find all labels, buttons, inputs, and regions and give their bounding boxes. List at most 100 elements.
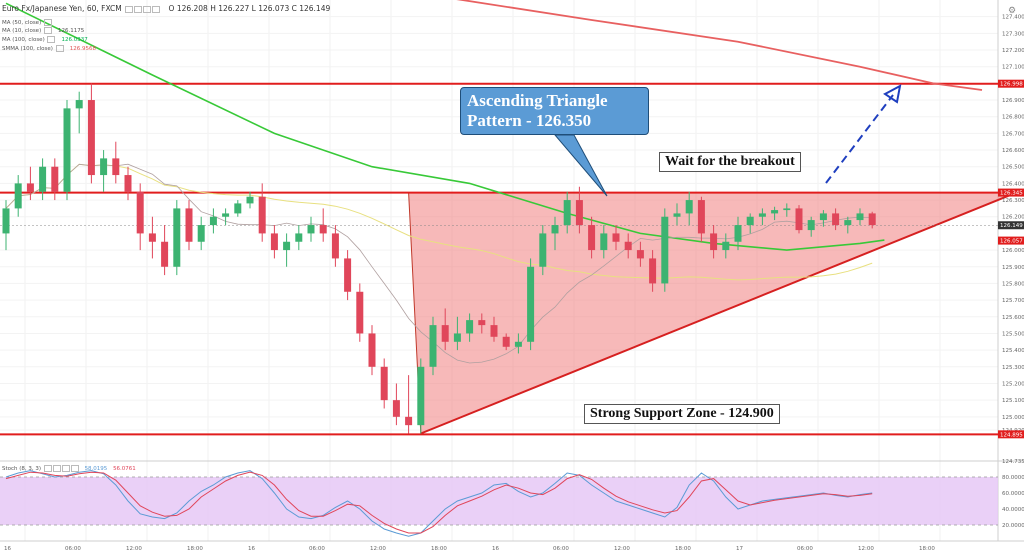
y-tick-label: 125.300 [1002, 365, 1024, 371]
candle-body [173, 208, 181, 267]
wait-breakout-label: Wait for the breakout [659, 152, 801, 172]
price-tag-label: 124.895 [1000, 432, 1023, 438]
candle-body [270, 233, 278, 251]
candle-body [502, 336, 510, 347]
candle [417, 358, 425, 434]
candle-body [832, 213, 840, 226]
candle-body [429, 325, 437, 367]
candle-body [197, 225, 205, 242]
candle [710, 225, 718, 259]
candle [453, 316, 461, 351]
candle-body [783, 208, 791, 211]
y-tick-label: 125.100 [1002, 398, 1024, 404]
candle [636, 241, 644, 267]
candle-body [771, 210, 779, 214]
candle-body [283, 241, 291, 251]
candle-body [588, 225, 596, 251]
triangle-callout: Ascending Triangle Pattern - 126.350 [460, 87, 649, 135]
candle [283, 233, 291, 267]
legend-ma100[interactable]: MA (100, close) 126.0337 [2, 36, 88, 43]
candle-body [661, 216, 669, 284]
candle-body [746, 216, 754, 226]
y-tick-label: 125.400 [1002, 348, 1024, 354]
candle [539, 225, 547, 276]
x-tick-label: 17 [736, 546, 743, 552]
candle-body [868, 213, 876, 226]
candle [783, 203, 791, 217]
rising-trendline [420, 191, 1017, 435]
candle-body [722, 241, 730, 251]
support-zone-label: Strong Support Zone - 124.900 [584, 404, 780, 424]
x-tick-label: 16 [248, 546, 255, 552]
candle [295, 225, 303, 251]
header-button[interactable] [143, 5, 152, 13]
candle [490, 316, 498, 342]
y-tick-label: 127.100 [1002, 65, 1024, 71]
stoch-header: Stoch (8, 3, 3) 58.0195 56.0761 [2, 465, 136, 472]
x-tick-label: 12:00 [614, 546, 630, 552]
candle-body [344, 258, 352, 292]
symbol-title: Euro Fx/Japanese Yen, 60, FXCM [2, 4, 122, 13]
candle [209, 208, 217, 234]
y-tick-label: 126.600 [1002, 148, 1024, 154]
x-tick-label: 18:00 [919, 546, 935, 552]
stoch-d-value: 56.0761 [113, 466, 136, 472]
breakout-arrow-head [883, 84, 902, 104]
candle [2, 200, 10, 251]
candle [563, 191, 571, 234]
candle-body [758, 213, 766, 217]
candle-body [124, 175, 132, 192]
candle-body [319, 225, 327, 234]
candle [588, 216, 596, 259]
y-tick-label: 126.000 [1002, 248, 1024, 254]
candle-body [441, 325, 449, 342]
candle [466, 313, 474, 342]
candle [612, 225, 620, 251]
candle [673, 203, 681, 226]
axes: 127.400 127.300 127.200 127.100 126.900 126.8… [4, 15, 1024, 552]
price-tag-label: 126.149 [1000, 223, 1023, 229]
stoch-d-line [5, 471, 873, 534]
y-tick-label: 125.900 [1002, 265, 1024, 271]
gear-icon[interactable]: ⚙ [1008, 5, 1017, 15]
candle [356, 283, 364, 342]
header-button[interactable] [134, 5, 143, 13]
x-tick-label: 06:00 [65, 546, 81, 552]
x-tick-label: 06:00 [309, 546, 325, 552]
smma100-line [456, 0, 983, 91]
candle-body [2, 208, 10, 234]
price-tag [998, 188, 1024, 197]
candle-body [417, 366, 425, 426]
x-tick-label: 12:00 [858, 546, 874, 552]
y-tick-label: 126.700 [1002, 131, 1024, 137]
candle [100, 150, 108, 192]
candle [795, 205, 803, 234]
candle [258, 183, 266, 242]
header-button[interactable] [125, 5, 134, 13]
header-button[interactable] [152, 5, 161, 13]
candle-body [795, 208, 803, 231]
candle-body [466, 320, 474, 334]
candle [734, 216, 742, 251]
y-tick-label: 125.500 [1002, 331, 1024, 337]
candle [124, 166, 132, 201]
y-tick-label: 125.200 [1002, 381, 1024, 387]
y-tick-label: 127.300 [1002, 31, 1024, 37]
candle-body [392, 400, 400, 417]
legend-ma10[interactable]: MA (10, close) 126.1175 [2, 27, 85, 34]
candle-body [575, 200, 583, 226]
candle-body [856, 213, 864, 221]
legend-ma50[interactable]: MA (50, close) [2, 19, 58, 26]
candle-body [649, 258, 657, 284]
candle [758, 208, 766, 226]
legend-smma100[interactable]: SMMA (100, close) 126.9568 [2, 45, 96, 52]
price-tag [998, 236, 1024, 245]
candle-body [844, 220, 852, 226]
candle [514, 333, 522, 354]
candle [600, 225, 608, 259]
candle-body [331, 233, 339, 259]
candle-body [563, 200, 571, 226]
candle-body [673, 213, 681, 217]
candle-body [612, 233, 620, 242]
candle [63, 100, 71, 201]
